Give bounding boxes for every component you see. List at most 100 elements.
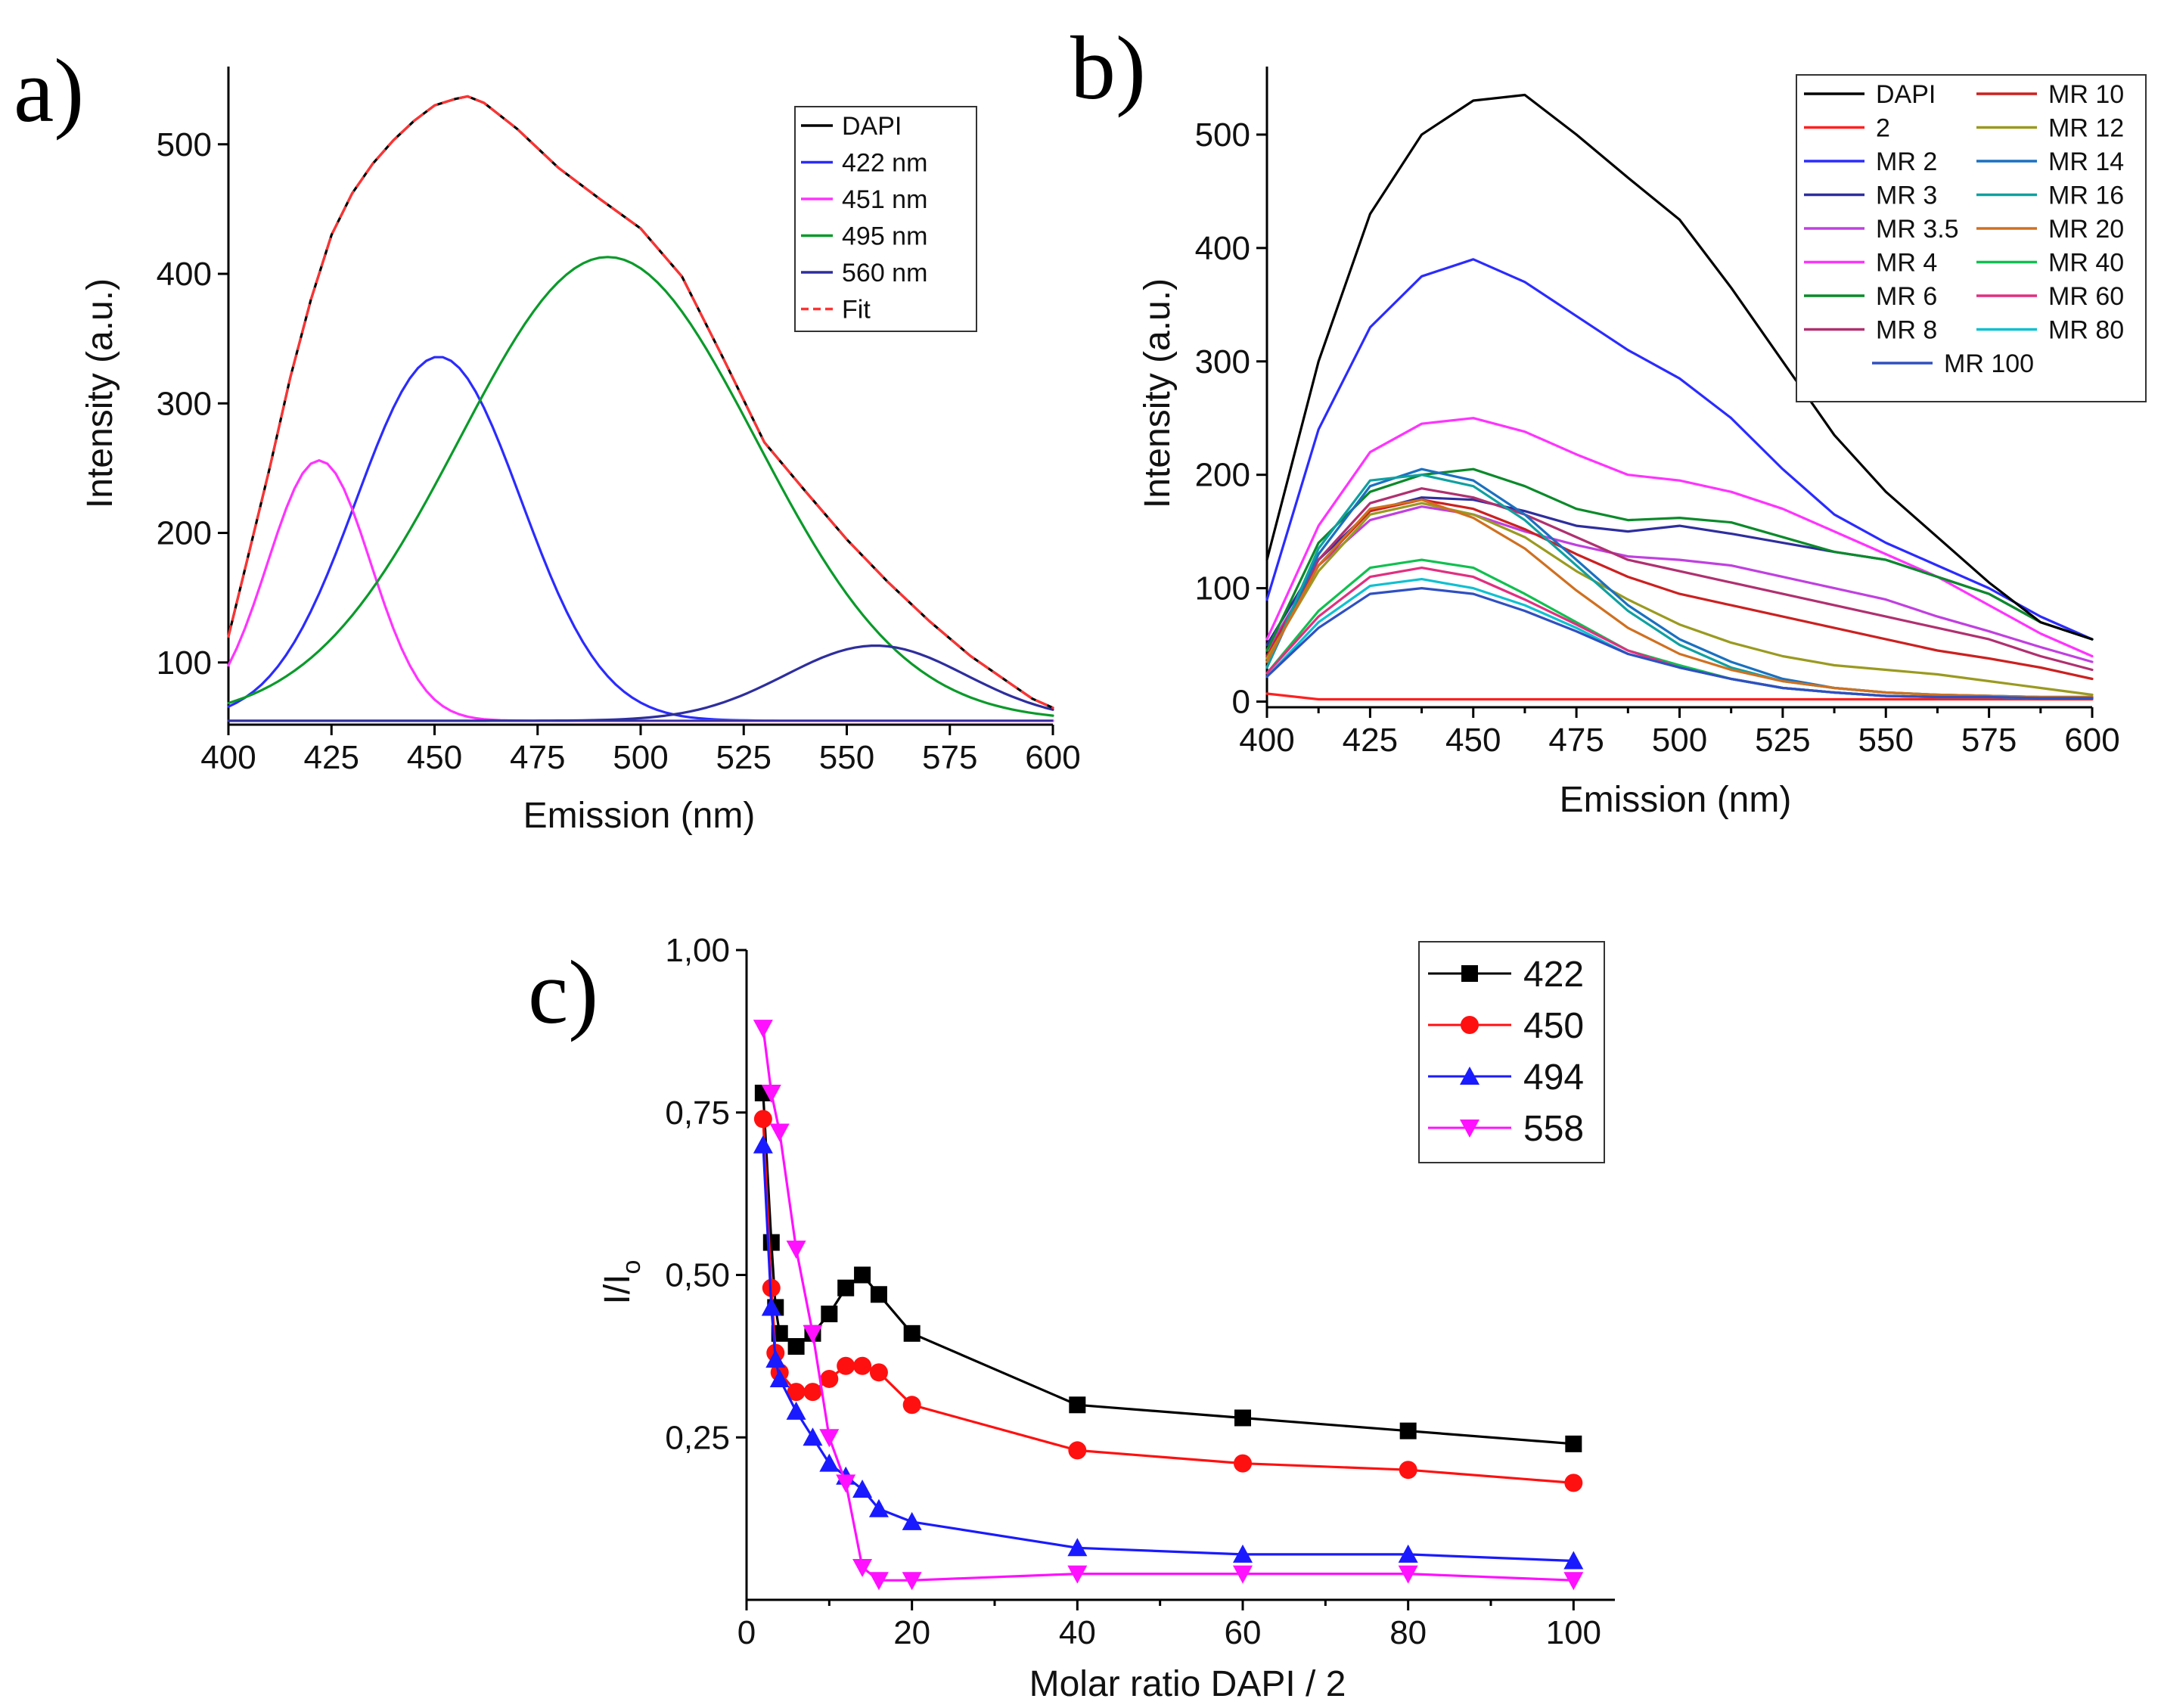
panel-a-x-tick-label: 600 xyxy=(1025,739,1080,776)
panel-b-series-mr-3-5 xyxy=(1265,505,2094,663)
panel-c-point-494 xyxy=(786,1401,806,1420)
panel-b-legend-label-mr-6: MR 6 xyxy=(1876,282,1937,311)
panel-c-point-450 xyxy=(787,1383,806,1402)
panel-b-xlabel: Emission (nm) xyxy=(1560,780,1792,820)
panel-c-y-tick-label: 0,75 xyxy=(665,1095,730,1132)
panel-c-legend-box xyxy=(1418,941,1605,1163)
panel-c-point-494 xyxy=(1563,1551,1584,1570)
panel-c-x-tick-label: 0 xyxy=(737,1614,756,1651)
panel-a-ylabel: Intensity (a.u.) xyxy=(80,278,120,508)
panel-b-y-tick-label: 400 xyxy=(1195,230,1250,267)
panel-c-point-558 xyxy=(753,1020,773,1039)
panel-c-point-450 xyxy=(753,1110,772,1129)
panel-a-series-422-nm xyxy=(227,356,1054,722)
panel-a-y-tick-label: 300 xyxy=(157,385,212,422)
panel-c-legend-label-450: 450 xyxy=(1523,1006,1584,1046)
panel-b-y-tick-label: 200 xyxy=(1195,457,1250,494)
panel-c-point-422 xyxy=(787,1337,805,1355)
panel-c-point-422 xyxy=(1399,1422,1417,1439)
panel-c-point-494 xyxy=(1233,1544,1253,1563)
panel-b-y-tick-label: 0 xyxy=(1232,684,1250,721)
panel-c-point-450 xyxy=(803,1383,822,1402)
panel-b-y-tick-label: 300 xyxy=(1195,343,1250,380)
panel-c-legend-label-494: 494 xyxy=(1523,1057,1584,1098)
panel-c-x-tick-label: 60 xyxy=(1225,1614,1262,1651)
panel-c-legend-marker-494 xyxy=(1460,1067,1479,1085)
panel-c-point-494 xyxy=(803,1427,823,1446)
panel-a-legend-label-fit: Fit xyxy=(842,296,871,325)
panel-c-point-450 xyxy=(837,1356,855,1375)
panel-a-x-tick-label: 500 xyxy=(613,739,668,776)
panel-c-legend-marker-558 xyxy=(1460,1120,1479,1138)
panel-b-legend-label-mr-8: MR 8 xyxy=(1876,316,1937,345)
panel-a-y-tick-label: 200 xyxy=(157,515,212,552)
panel-a-series-560-nm xyxy=(227,644,1054,722)
panel-b-series-mr-6 xyxy=(1265,467,2094,652)
panel-c-point-558 xyxy=(803,1324,823,1343)
panel-b-x-tick-label: 425 xyxy=(1343,722,1398,759)
panel-b-series-mr-12 xyxy=(1265,502,2094,697)
panel-a-legend-label-560-nm: 560 nm xyxy=(842,259,927,287)
panel-c-y-tick-label: 0,25 xyxy=(665,1419,730,1456)
panel-c-point-494 xyxy=(852,1479,873,1498)
panel-b-x-tick-label: 600 xyxy=(2064,722,2119,759)
panel-b-legend-label-mr-3: MR 3 xyxy=(1876,182,1937,210)
panel-b-legend-label-mr-12: MR 12 xyxy=(2048,114,2124,143)
panel-c-point-494 xyxy=(1067,1538,1088,1557)
panel-c-point-494 xyxy=(1398,1544,1418,1563)
panel-c-point-422 xyxy=(854,1266,871,1284)
panel-b-series-mr-20 xyxy=(1265,498,2094,699)
panel-c-point-494 xyxy=(761,1297,781,1316)
panel-c-point-558 xyxy=(761,1084,781,1103)
panel-a-y-tick-label: 400 xyxy=(157,256,212,293)
panel-c-legend: 422 450 494 558 xyxy=(1418,941,1605,1163)
panel-a-y-tick-label: 100 xyxy=(157,644,212,682)
panel-c-chart: c) 0 20 40 60 80 100 0,25 0,50 0,75 1,00 422 450 494… xyxy=(528,932,1615,1704)
panel-b-legend-label-mr-2: MR 2 xyxy=(1876,148,1937,176)
panel-b-legend-box xyxy=(1796,74,2147,402)
panel-c-point-558 xyxy=(786,1241,806,1259)
panel-c-point-422 xyxy=(870,1286,887,1303)
panel-c-point-422 xyxy=(821,1306,838,1323)
panel-b-legend-label-mr-20: MR 20 xyxy=(2048,215,2124,244)
panel-b-series-mr-100 xyxy=(1265,587,2094,700)
panel-c-x-tick-label: 40 xyxy=(1059,1614,1096,1651)
panel-c-point-422 xyxy=(762,1234,780,1251)
panel-c-point-450 xyxy=(1234,1454,1252,1473)
panel-c-point-494 xyxy=(753,1135,773,1154)
panel-c-point-558 xyxy=(1563,1572,1584,1591)
panel-c-point-494 xyxy=(819,1453,840,1472)
panel-c-point-422 xyxy=(1565,1435,1582,1452)
panel-c-ylabel: I/Io xyxy=(598,1260,646,1305)
panel-c-point-450 xyxy=(853,1356,872,1375)
panel-a-x-tick-label: 425 xyxy=(304,739,359,776)
panel-c-x-tick-label: 100 xyxy=(1546,1614,1601,1651)
panel-c-point-422 xyxy=(1234,1409,1251,1427)
panel-b-x-tick-label: 575 xyxy=(1961,722,2017,759)
panel-b-x-tick-label: 525 xyxy=(1755,722,1810,759)
panel-a-legend-label-451-nm: 451 nm xyxy=(842,185,927,214)
panel-c-point-558 xyxy=(1067,1565,1088,1584)
panel-b-x-tick-label: 475 xyxy=(1548,722,1604,759)
panel-c-xlabel: Molar ratio DAPI / 2 xyxy=(1029,1664,1346,1704)
panel-b-legend-label-mr-4: MR 4 xyxy=(1876,249,1937,278)
panel-b-x-tick-label: 500 xyxy=(1652,722,1707,759)
panel-a-legend: DAPI 422 nm 451 nm 495 nm 560 nm Fit xyxy=(794,106,977,332)
panel-b-series-mr-2 xyxy=(1265,258,2094,641)
panel-b-legend-label-mr-40: MR 40 xyxy=(2048,249,2124,278)
panel-a-label: a) xyxy=(14,40,84,141)
panel-c-ylabel-text: I/I xyxy=(598,1274,638,1304)
panel-c-series-558 xyxy=(753,1020,1584,1591)
panel-c-point-558 xyxy=(819,1429,840,1448)
panel-a-legend-label-dapi: DAPI xyxy=(842,112,902,141)
panel-b-legend-label-mr-60: MR 60 xyxy=(2048,282,2124,311)
panel-c-legend-label-422: 422 xyxy=(1523,955,1584,995)
panel-c-label: c) xyxy=(528,942,598,1042)
panel-b-legend-label-mr-10: MR 10 xyxy=(2048,80,2124,109)
panel-c-point-450 xyxy=(1564,1474,1583,1492)
panel-c-legend-marker-422 xyxy=(1461,965,1478,982)
panel-a-x-tick-label: 475 xyxy=(510,739,565,776)
panel-b-legend-label-mr-16: MR 16 xyxy=(2048,182,2124,210)
panel-c-point-450 xyxy=(820,1369,839,1388)
